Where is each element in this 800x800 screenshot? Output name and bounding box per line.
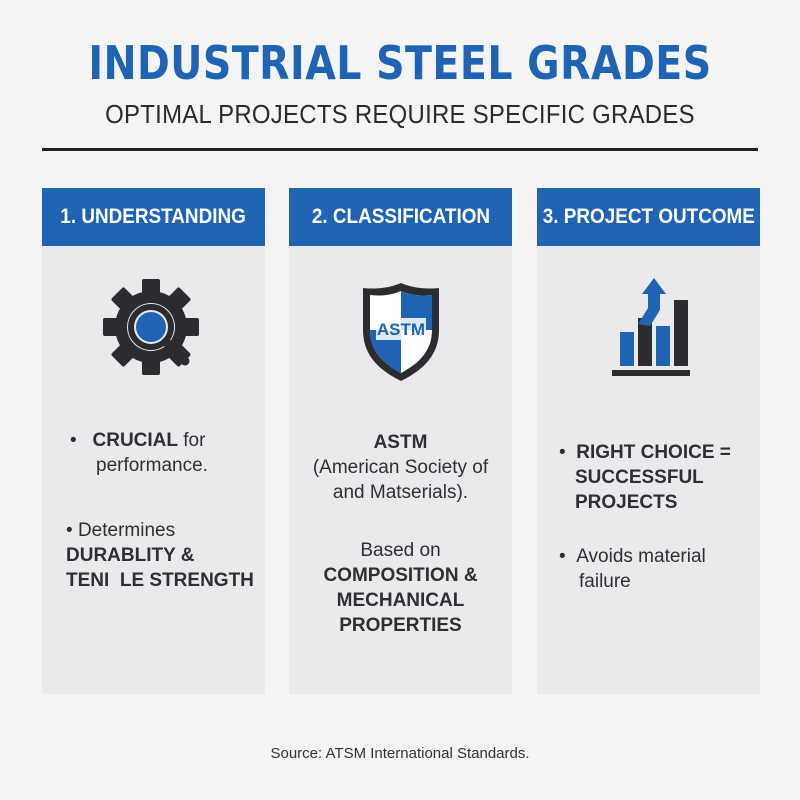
column-heading: 3. PROJECT OUTCOME	[537, 188, 760, 246]
shield-icon: ASTM	[289, 280, 512, 384]
bullet-right-choice: • RIGHT CHOICE = SUCCESSFUL PROJECTS	[559, 442, 731, 513]
based-on-text: Based on COMPOSITION & MECHANICAL PROPER…	[323, 540, 478, 636]
source-footer: Source: ATSM International Standards.	[270, 745, 530, 762]
page-title: INDUSTRIAL STEEL GRADES	[88, 36, 712, 90]
bullet-determines: • Determines DURABLITY & TENI LE STRENGT…	[66, 520, 254, 591]
column-heading: 2. CLASSIFICATION	[289, 188, 512, 246]
divider	[42, 148, 758, 151]
page-subtitle: OPTIMAL PROJECTS REQUIRE SPECIFIC GRADES	[105, 99, 695, 129]
gear-magnifier-icon	[42, 274, 265, 386]
column-understanding: 1. UNDERSTANDING	[42, 188, 265, 694]
column-classification: 2. CLASSIFICATION ASTM ASTM (American So…	[289, 188, 512, 694]
bullet-crucial: • CRUCIAL for performance.	[70, 430, 208, 476]
svg-text:ASTM: ASTM	[376, 320, 424, 339]
bar-chart-up-arrow-icon	[537, 274, 760, 384]
bullet-avoids-failure: • Avoids material failure	[559, 546, 706, 592]
column-heading: 1. UNDERSTANDING	[42, 188, 265, 246]
column-project-outcome: 3. PROJECT OUTCOME • RIGHT CHOICE = SUCC…	[537, 188, 760, 694]
astm-definition: ASTM (American Society of and Matserials…	[312, 432, 489, 503]
